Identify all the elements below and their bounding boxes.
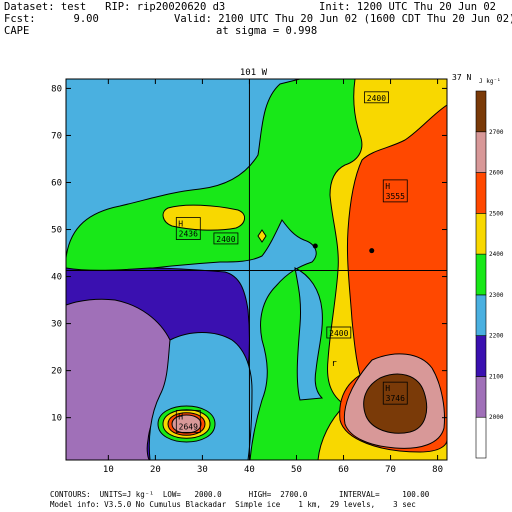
contour-band-2800 — [363, 373, 428, 434]
contour-info-line: CONTOURS: UNITS=J kg⁻¹ LOW= 2000.0 HIGH=… — [50, 490, 430, 499]
extremum-type: H — [178, 220, 183, 229]
colorbar-swatch — [475, 213, 487, 255]
plot-frame — [65, 78, 448, 461]
colorbar-level-label: 2600 — [489, 170, 504, 177]
colorbar-level-label: 2300 — [489, 292, 504, 299]
meridian-label: 101 W — [240, 68, 268, 78]
field-name: CAPE — [4, 25, 30, 37]
extremum-value: 2436 — [179, 230, 198, 239]
contour-label: 2400 — [213, 232, 239, 245]
x-tick-label: 10 — [103, 465, 114, 475]
x-tick-label: 30 — [197, 465, 208, 475]
x-tick-label: 80 — [432, 465, 443, 475]
colorbar-swatch — [475, 172, 487, 214]
extremum-box — [382, 179, 408, 203]
init-line: Init: 1200 UTC Thu 20 Jun 02 — [319, 1, 497, 13]
y-tick-label: 50 — [51, 226, 62, 236]
colorbar: 2000 2100 2200 2300 2400 2500 2600 2700 J kg⁻¹ — [475, 78, 504, 459]
colorbar-units: J kg⁻¹ — [479, 78, 501, 85]
contour-label-box — [326, 326, 352, 339]
axes: 10 20 30 40 50 60 70 80 10 20 30 40 50 60 70 80 101 W 37 … — [51, 68, 471, 475]
x-tick-label: 50 — [291, 465, 302, 475]
extremum-box — [175, 409, 201, 433]
contour-label-text: 2400 — [216, 235, 235, 244]
colorbar-swatch — [475, 416, 487, 459]
forecast-line: Fcst: 9.00 — [4, 13, 99, 25]
contour-band-2500-west — [162, 204, 245, 231]
extremum-box — [175, 217, 201, 240]
extremum-box — [382, 381, 408, 405]
contour-fill-layer — [66, 79, 447, 460]
y-tick-label: 30 — [51, 320, 62, 330]
contour-label: 2400 — [364, 91, 389, 104]
colorbar-level-label: 2200 — [489, 333, 504, 340]
y-tick-label: 10 — [51, 414, 62, 424]
colorbar-swatch — [475, 131, 487, 173]
extremum-value: 3555 — [386, 192, 405, 201]
y-tick-label: 70 — [51, 131, 62, 141]
contour-label-text: 2400 — [329, 329, 348, 338]
dataset-line: Dataset: test RIP: rip20020620 d3 — [4, 1, 226, 13]
extremum-value: 2649 — [179, 422, 198, 431]
map-letter-mark: r — [331, 359, 337, 369]
x-tick-label: 60 — [338, 465, 349, 475]
station-dot — [312, 243, 318, 249]
colorbar-swatch — [475, 253, 487, 296]
model-info-line: Model info: V3.5.0 No Cumulus Blackadar … — [50, 500, 416, 509]
colorbar-swatch — [475, 376, 487, 418]
extremum-type: H — [385, 384, 390, 393]
colorbar-swatch — [475, 90, 487, 133]
y-tick-label: 40 — [51, 273, 62, 283]
x-tick-label: 40 — [244, 465, 255, 475]
colorbar-swatch — [475, 335, 487, 377]
contour-label-box — [364, 91, 389, 104]
contour-label: 2400 — [326, 326, 352, 339]
y-tick-label: 60 — [51, 178, 62, 188]
contour-band-2300-tongue — [294, 267, 324, 401]
valid-line: Valid: 2100 UTC Thu 20 Jun 02 (1600 CDT … — [174, 13, 512, 25]
extremum-type: H — [385, 182, 390, 191]
sigma-line: at sigma = 0.998 — [216, 25, 318, 37]
colorbar-level-label: 2400 — [489, 251, 504, 258]
station-dot — [369, 248, 375, 254]
contour-label-box — [213, 232, 239, 245]
colorbar-swatch — [475, 294, 487, 336]
colorbar-level-label: 2100 — [489, 373, 504, 380]
x-tick-label: 20 — [150, 465, 161, 475]
y-tick-label: 80 — [51, 84, 62, 94]
parallel-label: 37 N — [452, 73, 471, 82]
contour-label-text: 2400 — [367, 94, 386, 103]
x-tick-label: 70 — [385, 465, 396, 475]
bullseye-2700 — [171, 414, 202, 434]
y-tick-label: 20 — [51, 367, 62, 377]
colorbar-level-label: 2700 — [489, 129, 504, 136]
colorbar-level-label: 2500 — [489, 210, 504, 217]
extremum-value: 3746 — [386, 394, 405, 403]
colorbar-level-label: 2000 — [489, 414, 504, 421]
contour-band-2500-speck — [257, 229, 267, 243]
extremum-type: H — [178, 412, 183, 421]
